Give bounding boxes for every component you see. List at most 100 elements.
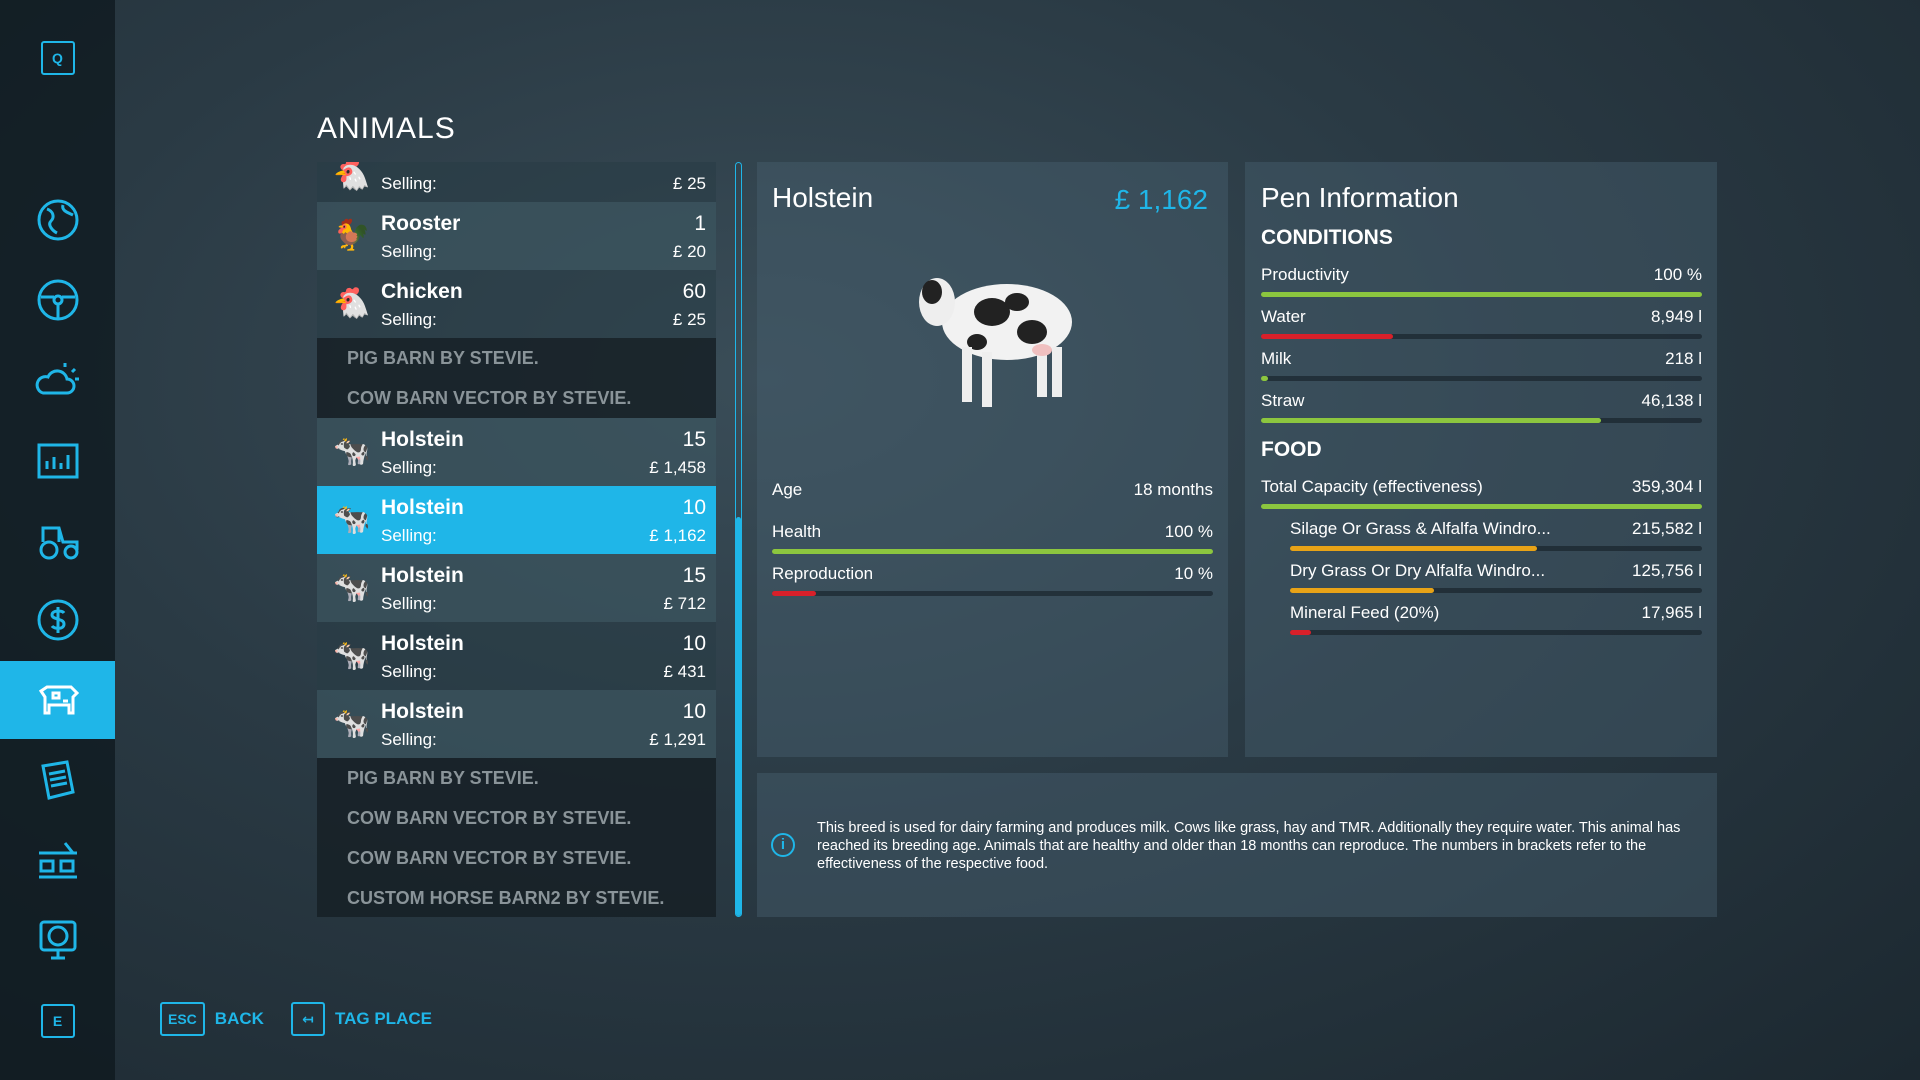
animal-name: Holstein (381, 496, 464, 519)
stat-label: Milk (1261, 349, 1292, 368)
stat-bar-fill (1290, 546, 1538, 551)
condition-stat: Milk 218 l (1261, 349, 1702, 389)
animal-count: 10 (682, 496, 706, 519)
stat-bar (772, 549, 1213, 554)
pen-header: COW BARN VECTOR BY STEVIE. (317, 378, 716, 418)
pen-header: CUSTOM HORSE BARN2 BY STEVIE. (317, 878, 716, 917)
cow-icon (38, 685, 79, 715)
animal-list-item[interactable]: 🐓 Rooster 1 Selling: £ 20 (317, 202, 716, 270)
statistics-icon (37, 443, 78, 479)
animal-list-item[interactable]: 🐄 Holstein 10 Selling: £ 1,291 (317, 690, 716, 758)
sidebar-item-production[interactable] (0, 821, 115, 899)
sidebar-item-cow[interactable] (0, 661, 115, 739)
selling-price: £ 712 (663, 594, 706, 613)
animal-name: Holstein (381, 632, 464, 655)
chicken-icon: 🐔 (333, 162, 371, 192)
selling-price: £ 20 (672, 242, 706, 261)
animal-detail-panel: Holstein £ 1,162 Age 18 months Health 10… (757, 162, 1228, 757)
animal-list-item[interactable]: 🐄 Holstein 15 Selling: £ 712 (317, 554, 716, 622)
food-stat: Silage Or Grass & Alfalfa Windro... 215,… (1290, 519, 1702, 559)
scrollbar[interactable] (735, 162, 742, 917)
info-text: This breed is used for dairy farming and… (817, 820, 1681, 872)
animal-list-item[interactable]: 🐄 Holstein 10 Selling: £ 1,162 (317, 486, 716, 554)
tag-place-label: TAG PLACE (335, 1009, 432, 1028)
sidebar-item-contracts[interactable] (0, 742, 115, 820)
next-page-key[interactable]: E (0, 982, 115, 1060)
sidebar-item-tractor[interactable] (0, 502, 115, 580)
stat-bar-fill (1290, 630, 1311, 635)
cow-icon: 🐄 (333, 435, 371, 468)
sidebar-item-help[interactable] (0, 900, 115, 978)
animal-stat: Reproduction 10 % (772, 564, 1213, 604)
food-stat: Total Capacity (effectiveness) 359,304 l (1261, 477, 1702, 517)
stat-bar (772, 591, 1213, 596)
stat-label: Reproduction (772, 564, 874, 583)
animal-price: £ 1,162 (1114, 184, 1208, 215)
sidebar-item-statistics[interactable] (0, 423, 115, 501)
esc-key: ESC (160, 1002, 205, 1036)
back-button[interactable]: ESC BACK (160, 1002, 264, 1036)
animal-list: 🐔 Selling: £ 25 🐓 Rooster 1 Selling: £ 20… (317, 162, 716, 917)
stat-bar-fill (1261, 334, 1394, 339)
condition-stat: Water 8,949 l (1261, 307, 1702, 347)
stat-bar-fill (1261, 504, 1702, 509)
cow-icon: 🐄 (333, 707, 371, 740)
stat-label: Health (772, 522, 822, 541)
stat-bar (1290, 630, 1702, 635)
sidebar-item-weather[interactable] (0, 341, 115, 419)
animal-list-item[interactable]: 🐄 Holstein 15 Selling: £ 1,458 (317, 418, 716, 486)
production-icon (38, 842, 77, 879)
animal-name: Holstein (381, 700, 464, 723)
selling-label: Selling: (381, 458, 437, 477)
stat-label: Age (772, 480, 803, 499)
sidebar-item-globe[interactable] (0, 181, 115, 259)
stat-value: 100 % (1653, 265, 1702, 284)
stat-value: 8,949 l (1650, 307, 1702, 326)
globe-icon (37, 199, 78, 241)
info-box: i This breed is used for dairy farming a… (757, 773, 1717, 917)
dollar-icon (37, 599, 78, 641)
pen-header: COW BARN VECTOR BY STEVIE. (317, 838, 716, 878)
food-stat: Mineral Feed (20%) 17,965 l (1290, 603, 1702, 643)
stat-bar-fill (772, 549, 1213, 554)
stat-value: 10 % (1174, 564, 1213, 583)
selling-price: £ 1,162 (649, 526, 706, 545)
cow-icon: 🐄 (333, 503, 371, 536)
stat-value: 359,304 l (1632, 477, 1702, 496)
animal-list-item[interactable]: 🐔 Selling: £ 25 (317, 162, 716, 202)
help-icon (39, 920, 76, 960)
stat-bar (1261, 504, 1702, 509)
sidebar-item-steering-wheel[interactable] (0, 261, 115, 339)
tag-key-icon: ↤ (291, 1002, 325, 1036)
selling-label: Selling: (381, 662, 437, 681)
stat-bar (1261, 376, 1702, 381)
animal-name: Holstein (772, 182, 874, 213)
prev-page-key[interactable]: Q (0, 19, 115, 97)
sidebar: Q E (0, 0, 115, 1080)
sidebar-item-dollar[interactable] (0, 581, 115, 659)
selling-label: Selling: (381, 242, 437, 261)
stat-value: 125,756 l (1632, 561, 1702, 580)
animal-count: 1 (694, 212, 706, 235)
selling-label: Selling: (381, 526, 437, 545)
selling-price: £ 25 (672, 310, 706, 329)
animal-list-item[interactable]: 🐔 Chicken 60 Selling: £ 25 (317, 270, 716, 338)
stat-value: 218 l (1665, 349, 1702, 368)
stat-label: Dry Grass Or Dry Alfalfa Windro... (1290, 561, 1546, 580)
stat-bar (1290, 588, 1702, 593)
selling-price: £ 25 (672, 174, 706, 193)
pen-header: COW BARN VECTOR BY STEVIE. (317, 798, 716, 838)
animal-list-item[interactable]: 🐄 Holstein 10 Selling: £ 431 (317, 622, 716, 690)
animal-stat: Age 18 months (772, 480, 1213, 520)
chicken-icon: 🐔 (333, 287, 371, 320)
scrollbar-thumb[interactable] (736, 517, 741, 916)
cow-icon: 🐄 (333, 571, 371, 604)
condition-stat: Straw 46,138 l (1261, 391, 1702, 431)
animal-count: 15 (682, 564, 706, 587)
selling-label: Selling: (381, 594, 437, 613)
tag-place-button[interactable]: ↤ TAG PLACE (291, 1002, 432, 1036)
stat-value: 46,138 l (1641, 391, 1703, 410)
stat-label: Water (1261, 307, 1306, 326)
stat-value: 215,582 l (1632, 519, 1702, 538)
info-icon: i (771, 833, 795, 857)
